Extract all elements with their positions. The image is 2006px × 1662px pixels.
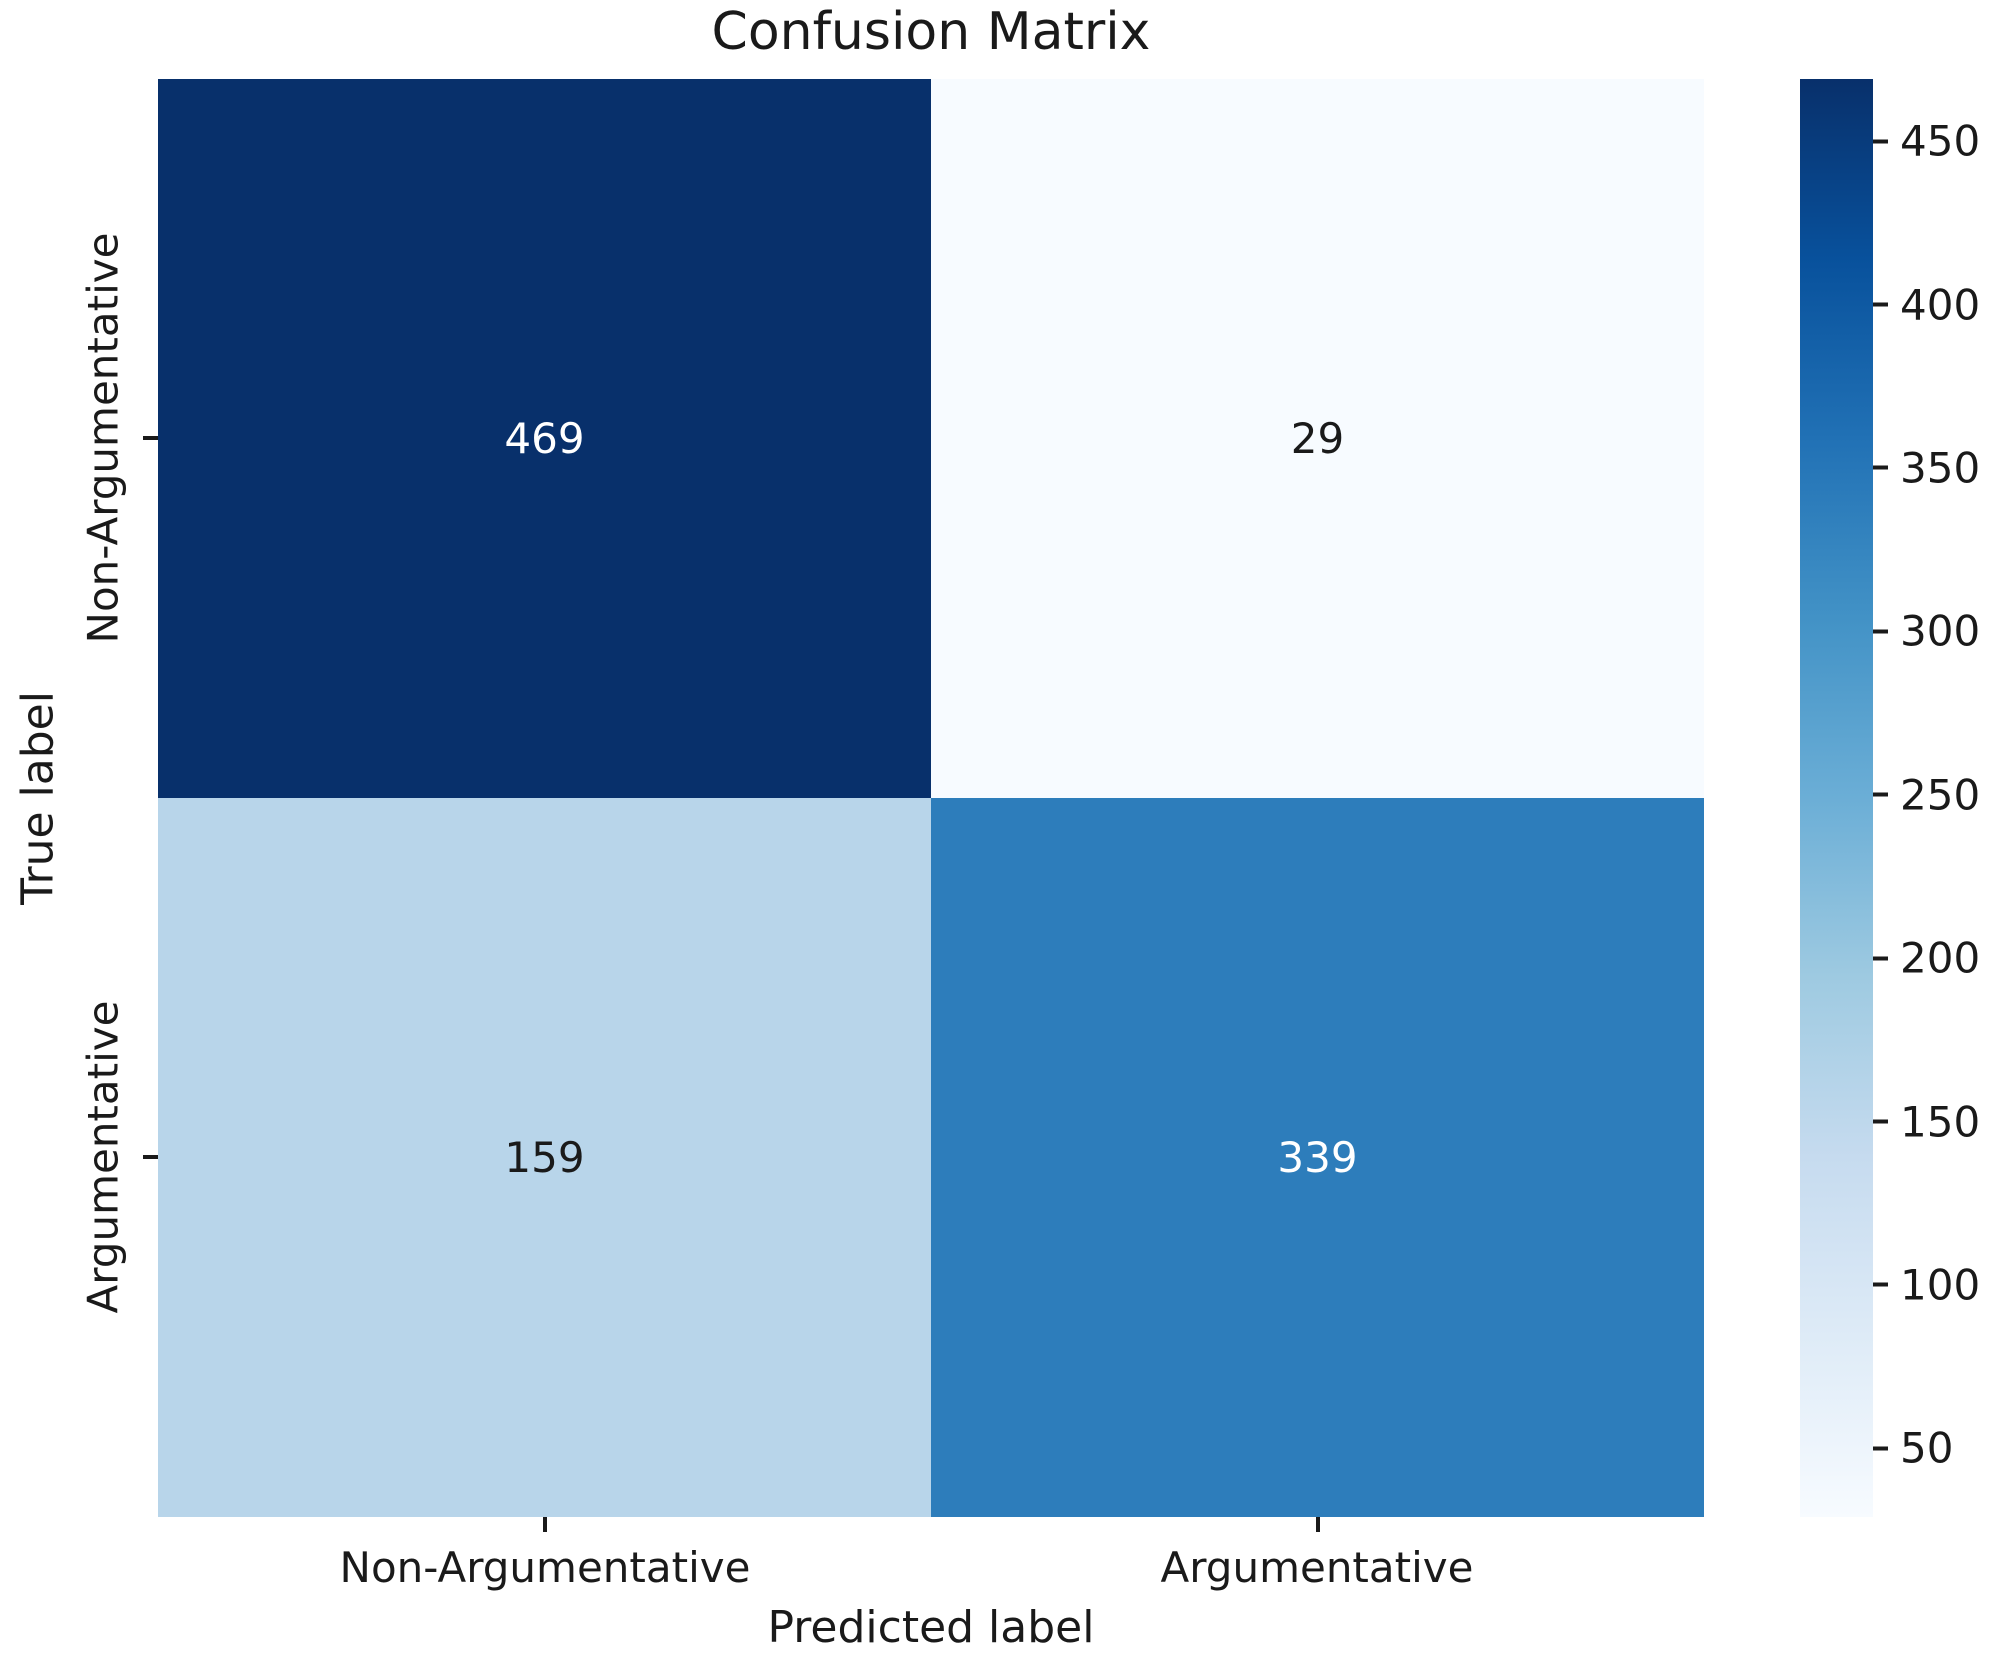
colorbar-ticks: 450 400 350 300 250 200 150 100 50 — [1873, 79, 2006, 1517]
x-tick-mark-col1 — [1316, 1517, 1320, 1532]
heatmap-grid: 469 29 159 339 — [158, 79, 1704, 1517]
colorbar-tick-mark — [1873, 1446, 1888, 1451]
x-tick-mark-col0 — [543, 1517, 547, 1532]
y-tick-mark-row0 — [143, 436, 158, 440]
y-ticklabel-row0-text: Non-Argumentative — [78, 232, 128, 644]
colorbar-tick-mark — [1873, 1119, 1888, 1124]
colorbar — [1800, 79, 1873, 1517]
x-ticklabel-col1: Argumentative — [1160, 1543, 1474, 1592]
heatmap-cell-1-1: 339 — [931, 798, 1704, 1517]
colorbar-tick-label: 150 — [1900, 1097, 1981, 1147]
y-ticklabel-row1-text: Argumentative — [78, 1000, 128, 1314]
x-axis-label: Predicted label — [767, 1602, 1095, 1653]
x-ticklabel-col0: Non-Argumentative — [339, 1543, 751, 1592]
colorbar-tick-label: 400 — [1900, 280, 1981, 329]
cell-annotation: 159 — [504, 1133, 585, 1182]
colorbar-tick-100: 100 — [1873, 1260, 1980, 1309]
cell-annotation: 339 — [1277, 1133, 1358, 1182]
colorbar-tick-label: 250 — [1900, 770, 1981, 820]
colorbar-tick-label: 300 — [1900, 606, 1981, 656]
colorbar-tick-350: 350 — [1873, 443, 1980, 492]
colorbar-tick-label: 100 — [1900, 1260, 1981, 1310]
colorbar-tick-mark — [1873, 139, 1888, 144]
colorbar-tick-200: 200 — [1873, 934, 1980, 983]
cell-annotation: 469 — [504, 414, 585, 463]
y-axis-label-text: True label — [12, 691, 64, 905]
colorbar-tick-250: 250 — [1873, 770, 1980, 819]
colorbar-tick-label: 200 — [1900, 933, 1981, 983]
colorbar-tick-400: 400 — [1873, 280, 1980, 329]
colorbar-tick-mark — [1873, 1282, 1888, 1287]
heatmap-cell-0-1: 29 — [931, 79, 1704, 798]
chart-title: Confusion Matrix — [711, 2, 1151, 62]
colorbar-tick-label: 350 — [1900, 443, 1981, 493]
colorbar-tick-mark — [1873, 956, 1888, 961]
heatmap-cell-0-0: 469 — [158, 79, 931, 798]
colorbar-tick-label: 450 — [1900, 116, 1981, 166]
colorbar-tick-150: 150 — [1873, 1097, 1980, 1146]
colorbar-tick-mark — [1873, 629, 1888, 634]
colorbar-tick-300: 300 — [1873, 607, 1980, 656]
colorbar-tick-mark — [1873, 465, 1888, 470]
y-tick-mark-row1 — [143, 1155, 158, 1159]
colorbar-tick-mark — [1873, 302, 1888, 307]
colorbar-tick-label: 50 — [1900, 1423, 1954, 1473]
colorbar-tick-50: 50 — [1873, 1424, 1953, 1473]
heatmap-cell-1-0: 159 — [158, 798, 931, 1517]
cell-annotation: 29 — [1290, 414, 1345, 463]
colorbar-tick-450: 450 — [1873, 117, 1980, 166]
colorbar-tick-mark — [1873, 792, 1888, 797]
